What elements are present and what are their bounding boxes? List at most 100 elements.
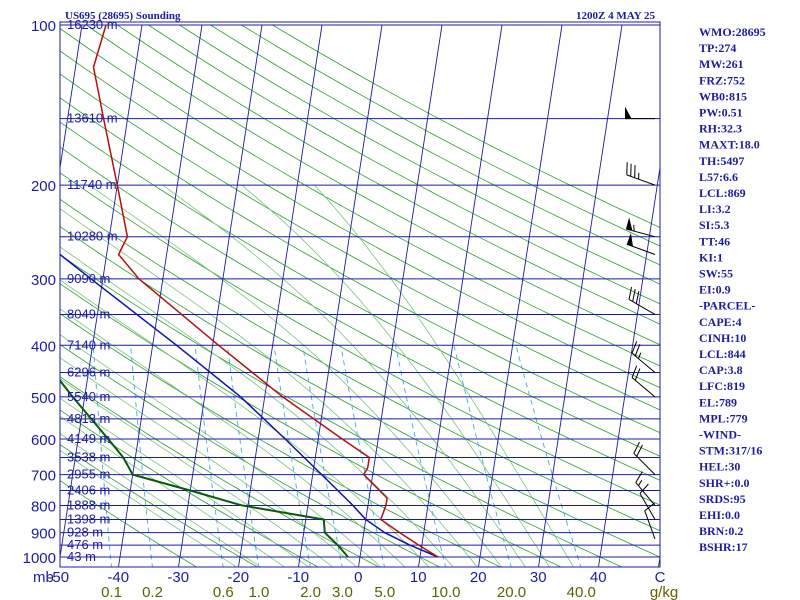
height-label: 16230 m: [67, 17, 118, 32]
dry-adiabat: [179, 24, 660, 285]
chart-grid: [60, 24, 660, 567]
wind-barb: [631, 365, 656, 398]
index-entry: LCL:844: [699, 347, 746, 361]
isotherm: [60, 24, 143, 560]
temperature-tick-label: 10: [410, 569, 427, 586]
dry-adiabat: [85, 24, 660, 346]
chart-traces: [60, 24, 439, 558]
wind-barb-staff: [633, 453, 656, 475]
wind-barb-pennant: [626, 217, 633, 231]
pressure-tick-label: 900: [31, 526, 56, 543]
mixing-ratio-tick-label: 3.0: [332, 584, 353, 600]
wind-barbs: [625, 106, 656, 540]
pressure-tick-label: 400: [31, 338, 56, 355]
height-label: 5540 m: [67, 389, 110, 404]
mixing-ratio-tick-label: 0.2: [142, 584, 163, 600]
temperature-tick-label: -40: [107, 569, 129, 586]
index-entry: FRZ:752: [699, 73, 745, 87]
index-entry: -PARCEL-: [699, 299, 755, 313]
isotherm: [358, 24, 443, 567]
mixing-ratio-tick-label: 40.0: [567, 584, 596, 600]
height-label: 13610 m: [67, 111, 118, 126]
dry-adiabat: [60, 254, 623, 567]
dry-adiabat: [60, 344, 441, 567]
wind-barb-flag: [633, 441, 640, 454]
plot-frame: [59, 21, 661, 568]
index-entry: CAPE:4: [699, 315, 742, 329]
wind-barb-staff: [631, 377, 656, 398]
temperature-tick-label: -10: [287, 569, 309, 586]
dry-adiabat: [60, 283, 562, 567]
dewpoint-trace: [60, 378, 349, 558]
index-entry: TH:5497: [699, 154, 744, 168]
pressure-tick-label: 1000: [23, 550, 56, 567]
height-label: 4813 m: [67, 411, 110, 426]
isotherm: [598, 164, 660, 567]
moist-adiabat: [60, 208, 478, 567]
index-entry: -WIND-: [699, 428, 741, 442]
height-label: 1888 m: [67, 497, 110, 512]
temperature-tick-label: 30: [530, 569, 547, 586]
temperature-trace: [92, 24, 439, 558]
isotherm: [418, 24, 503, 567]
moist-adiabat: [60, 378, 334, 567]
wind-barb-flag: [634, 368, 641, 381]
height-label: 11740 m: [67, 177, 117, 192]
height-label: 10280 m: [67, 229, 118, 244]
mixing-ratio-line: [515, 345, 582, 567]
wind-barb-staff: [626, 174, 656, 186]
pressure-tick-label: 100: [31, 18, 56, 35]
sounding-indices: WMO:28695 TP:274 MW:261 FRZ:752 WB0:815 PW:0.…: [699, 25, 766, 554]
index-entry: CINH:10: [699, 331, 746, 345]
index-entry: EL:789: [699, 395, 737, 409]
height-label: 4149 m: [67, 431, 110, 446]
temperature-tick-label: 0: [354, 569, 362, 586]
wind-barb-staff: [639, 493, 656, 520]
height-label: 2955 m: [67, 467, 110, 482]
dry-adiabat: [60, 226, 660, 558]
wind-barb-flag: [635, 471, 643, 483]
dry-adiabat: [60, 172, 660, 506]
wind-barb-flag: [636, 444, 643, 457]
wind-barb: [625, 106, 655, 120]
pressure-tick-label: 700: [31, 468, 56, 485]
wind-barb-flag: [631, 341, 638, 354]
index-entry: BRN:0.2: [699, 524, 743, 538]
moist-adiabat: [60, 397, 310, 567]
moist-adiabat: [60, 357, 358, 567]
dry-adiabat: [60, 97, 660, 434]
isotherm: [478, 24, 563, 567]
wind-barb-flag: [639, 483, 649, 494]
moist-adiabat: [60, 246, 454, 567]
index-entry: MAXT:18.0: [699, 138, 760, 152]
temperature-tick-label: -50: [47, 569, 69, 586]
wind-barb: [626, 232, 656, 255]
height-label: 7140 m: [67, 337, 110, 352]
mixing-ratio-tick-label: g/kg: [650, 584, 678, 600]
dry-adiabat: [210, 24, 660, 266]
isotherm: [178, 24, 263, 567]
index-entry: LCL:869: [699, 186, 746, 200]
height-label: 43 m: [67, 549, 96, 564]
dry-adiabat: [60, 146, 660, 481]
pressure-tick-label: 800: [31, 498, 56, 515]
index-entry: WMO:28695: [699, 25, 766, 39]
wind-barb-staff: [644, 510, 656, 540]
wind-barb-half-flag: [637, 480, 643, 486]
index-entry: LI:3.2: [699, 202, 731, 216]
wind-barb-pennant: [625, 106, 632, 119]
chart-labels: 16230 m 13610 m 11740 m 10280 m 9090 m 8049 m…: [23, 17, 679, 600]
index-entry: PW:0.51: [699, 106, 743, 120]
isotherm: [238, 24, 323, 567]
isotherm: [538, 24, 623, 567]
wind-barb: [644, 502, 656, 540]
title-right: 1200Z 4 MAY 25: [576, 10, 655, 22]
wind-barb-pennant: [626, 232, 634, 247]
wind-barb-staff: [631, 352, 656, 373]
temperature-tick-label: C: [655, 569, 666, 586]
index-entry: SHR+:0.0: [699, 476, 750, 490]
wind-barb: [625, 217, 656, 238]
index-entry: BSHR:17: [699, 540, 748, 554]
pressure-unit-label: mb: [33, 569, 54, 586]
